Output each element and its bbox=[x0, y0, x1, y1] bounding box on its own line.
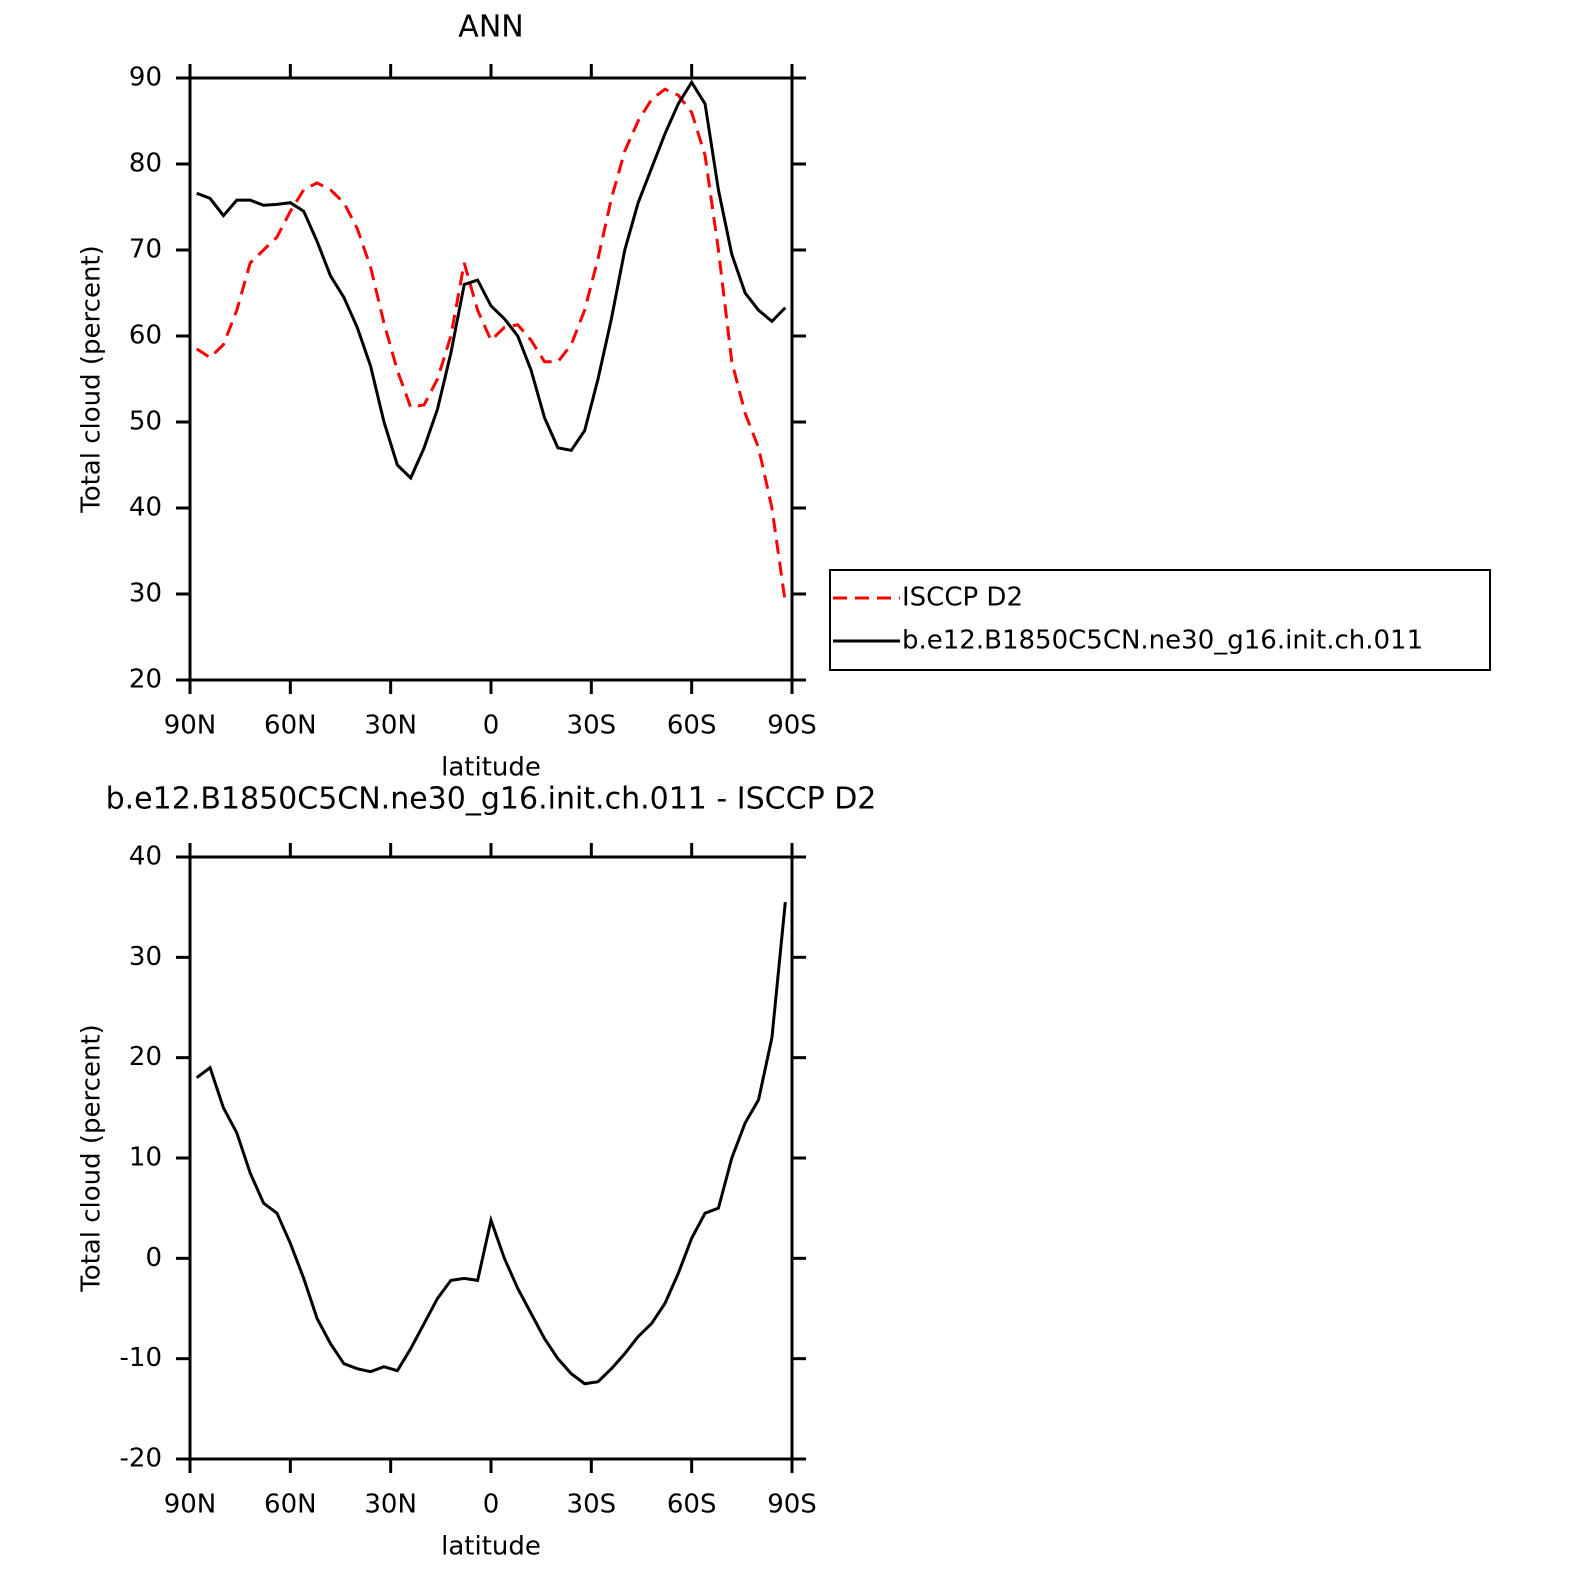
x-tick-label: 30S bbox=[567, 711, 617, 741]
x-tick-label: 0 bbox=[483, 711, 500, 741]
y-tick-label: 70 bbox=[129, 235, 162, 265]
x-tick-label: 0 bbox=[483, 1490, 500, 1520]
y-tick-label: -10 bbox=[120, 1343, 162, 1373]
plot-frame bbox=[188, 76, 794, 682]
data-line bbox=[195, 87, 787, 603]
y-tick-label: 0 bbox=[145, 1243, 162, 1273]
y-tick-label: 30 bbox=[129, 579, 162, 609]
y-tick-label: 30 bbox=[129, 942, 162, 972]
x-tick-label: 90N bbox=[164, 711, 217, 741]
plot-frame bbox=[188, 855, 794, 1461]
x-tick-label: 60S bbox=[667, 1490, 717, 1520]
y-tick-label: 40 bbox=[129, 493, 162, 523]
y-tick-label: 90 bbox=[129, 63, 162, 93]
x-tick-label: 30N bbox=[364, 711, 417, 741]
y-tick-label: 80 bbox=[129, 149, 162, 179]
y-tick-label: 40 bbox=[129, 842, 162, 872]
x-tick-label: 60N bbox=[264, 1490, 317, 1520]
x-tick-label: 30S bbox=[567, 1490, 617, 1520]
x-tick-label: 90S bbox=[767, 711, 817, 741]
y-tick-label: 20 bbox=[129, 1042, 162, 1072]
y-axis-label: Total cloud (percent) bbox=[77, 1024, 107, 1293]
x-axis-label: latitude bbox=[441, 753, 541, 783]
chart-title: b.e12.B1850C5CN.ne30_g16.init.ch.011 - I… bbox=[106, 782, 877, 817]
y-tick-label: 10 bbox=[129, 1143, 162, 1173]
legend-label: b.e12.B1850C5CN.ne30_g16.init.ch.011 bbox=[902, 626, 1423, 656]
x-axis-label: latitude bbox=[441, 1532, 541, 1562]
x-tick-label: 60N bbox=[264, 711, 317, 741]
legend-box bbox=[829, 569, 1491, 671]
y-tick-label: -20 bbox=[120, 1444, 162, 1474]
legend-label: ISCCP D2 bbox=[902, 583, 1023, 613]
x-tick-label: 90N bbox=[164, 1490, 217, 1520]
x-tick-label: 90S bbox=[767, 1490, 817, 1520]
x-tick-label: 60S bbox=[667, 711, 717, 741]
x-tick-label: 30N bbox=[364, 1490, 417, 1520]
data-line bbox=[196, 79, 787, 481]
chart-title: ANN bbox=[458, 10, 523, 45]
y-tick-label: 60 bbox=[129, 321, 162, 351]
y-tick-label: 50 bbox=[129, 407, 162, 437]
y-axis-label: Total cloud (percent) bbox=[77, 245, 107, 514]
data-line bbox=[195, 902, 787, 1386]
y-tick-label: 20 bbox=[129, 665, 162, 695]
